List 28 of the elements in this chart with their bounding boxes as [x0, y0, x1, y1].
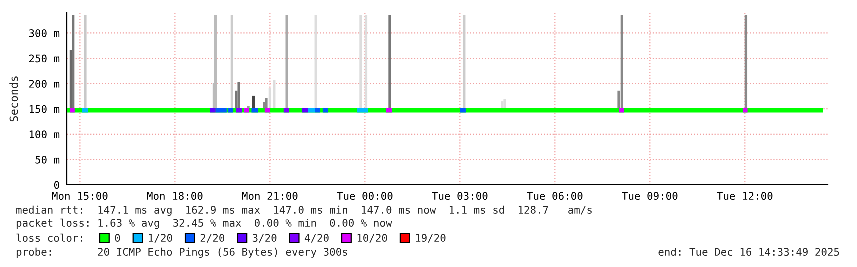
legend-label: 10/20: [358, 234, 388, 243]
legend-label: 19/20: [416, 234, 446, 243]
text: probe: 20 ICMP Echo Pings (56 Bytes) every 300s: [16, 248, 348, 258]
y-tick-label: 100 m: [30, 130, 60, 139]
y-tick-label: 300 m: [29, 29, 60, 38]
legend-label: 1/20: [149, 234, 172, 243]
x-tick-label: Tue 03:00: [432, 192, 488, 200]
x-tick-label: Tue 12:00: [717, 192, 773, 200]
y-tick-label: 250 m: [29, 54, 60, 63]
legend-label: 2/20: [200, 234, 225, 243]
x-tick-label: Mon 18:00: [147, 192, 203, 200]
y-tick-label: 50 m: [36, 156, 60, 164]
text: end: Tue Dec 16 14:33:49 2025: [658, 248, 840, 256]
text: median rtt: 147.1 ms avg 162.9 ms max 147.0 ms min 147.0 ms now 1.1 ms sd 128.7 am/s: [16, 206, 592, 216]
text: packet loss: 1.63 % avg 32.45 % max 0.00 % min 0.00 % now: [16, 218, 392, 230]
legend-label: 0: [115, 234, 120, 242]
x-tick-label: Mon 21:00: [242, 192, 298, 200]
x-tick-label: Tue 09:00: [622, 192, 678, 200]
y-tick-label: 0: [54, 181, 60, 190]
y-tick-label: 200 m: [29, 80, 60, 88]
legend-label: 3/20: [252, 234, 277, 243]
x-tick-label: Mon 15:00: [52, 192, 108, 200]
y-tick-label: 150 m: [30, 105, 60, 114]
legend-label: 4/20: [304, 234, 329, 243]
x-tick-label: Tue 06:00: [527, 192, 583, 200]
legend-title: loss color:: [16, 234, 82, 242]
x-tick-label: Tue 00:00: [337, 192, 393, 200]
y-axis-title: Seconds: [10, 76, 18, 122]
